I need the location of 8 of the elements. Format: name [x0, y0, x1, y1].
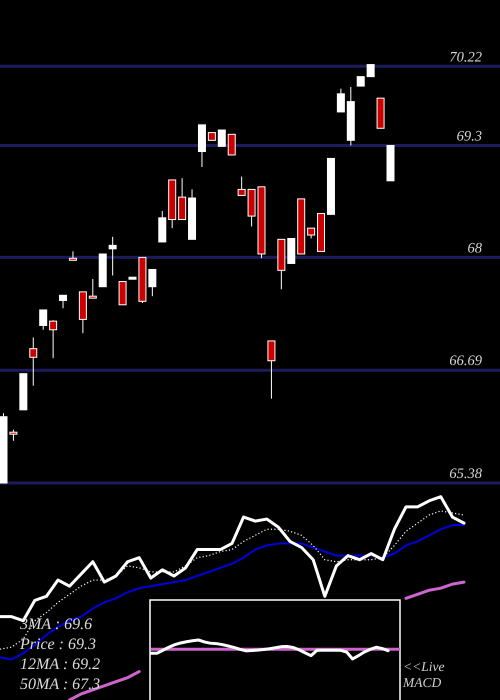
y-tick-label: 65.38: [449, 466, 483, 482]
annotation: 12MA : 69.2: [20, 656, 100, 673]
annotation: <<Live MACD: [402, 659, 444, 690]
y-tick-label: 66.69: [449, 353, 483, 370]
y-tick-label: 70.22: [449, 49, 482, 66]
y-tick-label: 68: [468, 240, 483, 256]
y-tick-label: 69.3: [456, 128, 482, 145]
annotation: 50MA : 67.3: [20, 676, 100, 693]
